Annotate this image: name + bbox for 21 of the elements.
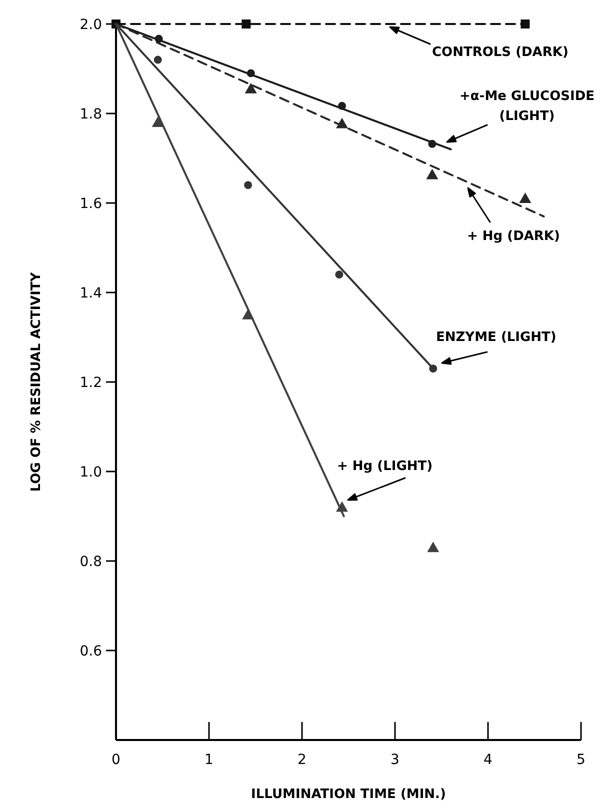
y-axis-title: LOG OF % RESIDUAL ACTIVITY — [29, 272, 44, 492]
text: CONTROLS (DARK) — [432, 45, 568, 60]
text: + Hg (LIGHT) — [337, 459, 433, 474]
text: + Hg (DARK) — [467, 229, 560, 244]
x-tick-label: 0 — [112, 752, 120, 768]
x-tick-label: 4 — [484, 752, 493, 768]
series-label: ENZYME (LIGHT) — [436, 330, 556, 345]
y-tick-label: 1.8 — [80, 106, 102, 122]
x-tick-label: 3 — [390, 752, 400, 768]
x-axis-title: ILLUMINATION TIME (MIN.) — [251, 787, 446, 801]
y-tick-label: 0.8 — [80, 554, 102, 570]
y-tick-label: 0.6 — [80, 643, 102, 660]
y-tick-label: 1.4 — [80, 285, 102, 302]
y-tick-label: 1.2 — [80, 374, 102, 391]
y-tick-label: 1.0 — [80, 464, 102, 480]
y-tick-label: 2.0 — [80, 16, 102, 33]
x-tick-label: 2 — [298, 752, 306, 768]
y-tick-label: 1.6 — [80, 196, 102, 212]
text: +α-Me GLUCOSIDE (LIGHT) — [459, 89, 595, 124]
x-tick-label: 5 — [576, 752, 586, 768]
x-tick-label: 1 — [204, 752, 214, 768]
